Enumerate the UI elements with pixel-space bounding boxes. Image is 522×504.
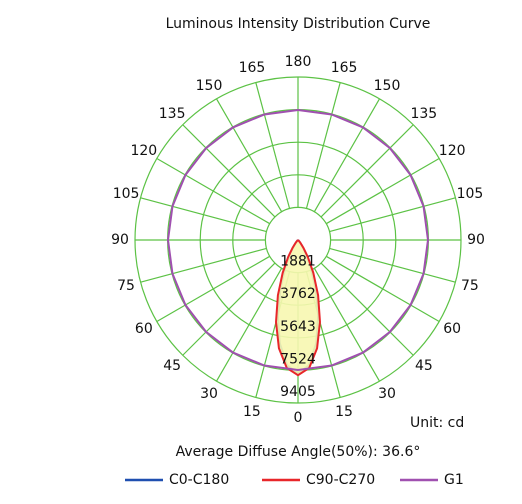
angle-label: 0 — [294, 410, 303, 426]
r-tick-label: 9405 — [280, 384, 316, 400]
angle-label: 75 — [117, 278, 135, 294]
angle-label: 45 — [163, 358, 181, 374]
angle-label: 135 — [410, 106, 437, 122]
series-line — [275, 239, 321, 377]
angle-label: 15 — [243, 404, 261, 420]
angle-label: 135 — [159, 106, 186, 122]
r-tick-label: 7524 — [280, 351, 316, 367]
r-tick-label: 3762 — [280, 286, 316, 302]
unit-label: Unit: cd — [410, 415, 464, 431]
grid-ring — [134, 76, 462, 404]
angle-label: 60 — [443, 321, 461, 337]
angle-label: 120 — [439, 143, 466, 159]
angle-label: 120 — [130, 143, 157, 159]
angle-label: 90 — [111, 232, 129, 248]
chart-title: Luminous Intensity Distribution Curve — [166, 16, 431, 32]
r-tick-label: 1881 — [280, 254, 316, 270]
angle-label: 15 — [335, 404, 353, 420]
angle-label: 60 — [135, 321, 153, 337]
legend-label: C90-C270 — [306, 472, 375, 488]
angle-label: 90 — [467, 232, 485, 248]
r-tick-label: 5643 — [280, 319, 316, 335]
angle-label: 180 — [285, 54, 312, 70]
angle-label: 45 — [415, 358, 433, 374]
angle-label: 105 — [457, 186, 484, 202]
legend-label: G1 — [444, 472, 464, 488]
angle-label: 165 — [239, 60, 266, 76]
angle-label: 30 — [378, 386, 396, 402]
series-line — [167, 109, 429, 371]
angle-label: 30 — [200, 386, 218, 402]
angle-label: 75 — [461, 278, 479, 294]
beam-fill — [276, 240, 320, 376]
angle-label: 150 — [196, 78, 223, 94]
angle-label: 150 — [374, 78, 401, 94]
angle-label: 165 — [331, 60, 358, 76]
angle-label: 105 — [113, 186, 140, 202]
legend-label: C0-C180 — [169, 472, 229, 488]
annotation: Average Diffuse Angle(50%): 36.6° — [176, 444, 421, 460]
